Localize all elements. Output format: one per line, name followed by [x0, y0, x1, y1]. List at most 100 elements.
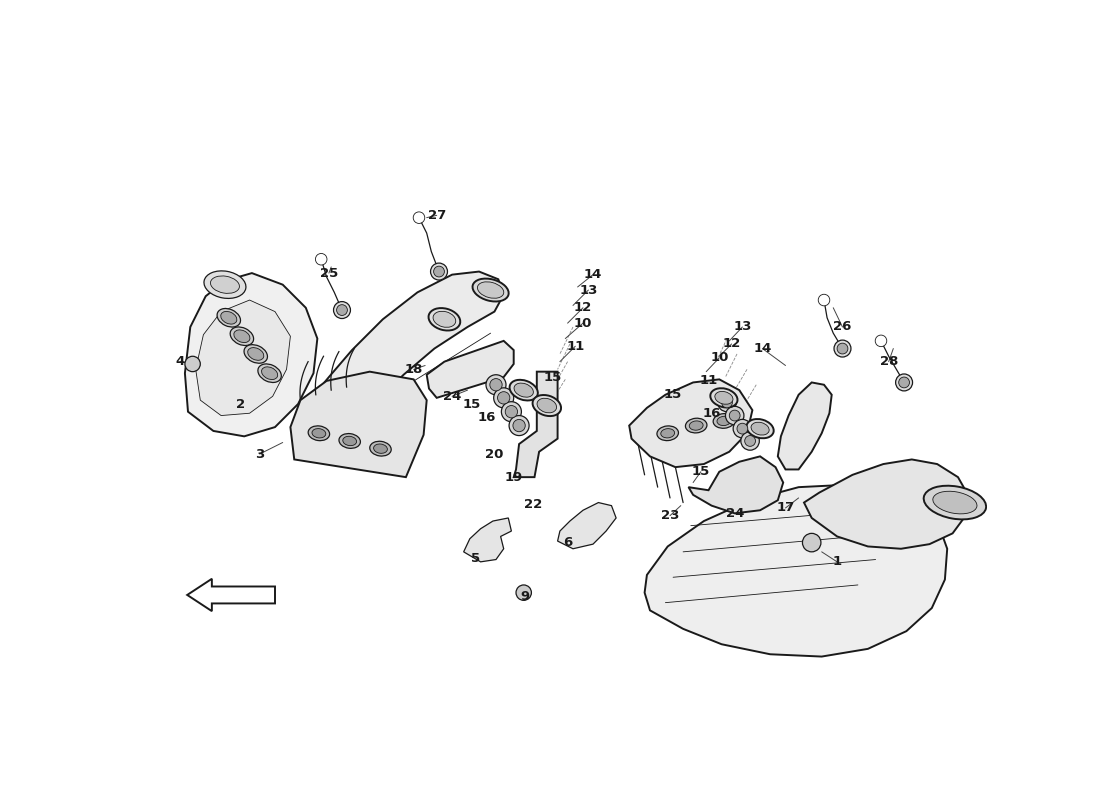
Ellipse shape [713, 414, 735, 428]
Ellipse shape [244, 345, 267, 363]
Ellipse shape [532, 395, 561, 416]
Ellipse shape [339, 434, 361, 448]
Polygon shape [464, 518, 512, 562]
Text: 10: 10 [711, 351, 728, 364]
Ellipse shape [685, 418, 707, 433]
Text: 18: 18 [405, 363, 422, 376]
Text: 12: 12 [723, 338, 740, 350]
Text: 16: 16 [477, 411, 496, 424]
Text: 22: 22 [524, 498, 542, 510]
Ellipse shape [204, 271, 246, 298]
Circle shape [722, 397, 733, 408]
Text: 19: 19 [505, 470, 522, 484]
Ellipse shape [308, 426, 330, 441]
Circle shape [505, 406, 518, 418]
Circle shape [433, 266, 444, 277]
Polygon shape [558, 502, 616, 549]
Ellipse shape [374, 444, 387, 454]
Text: 23: 23 [661, 509, 679, 522]
Circle shape [729, 410, 740, 421]
Polygon shape [804, 459, 968, 549]
Text: 14: 14 [584, 268, 602, 281]
Circle shape [185, 356, 200, 372]
Ellipse shape [433, 311, 455, 327]
Circle shape [430, 263, 448, 280]
Circle shape [834, 340, 851, 357]
Circle shape [502, 402, 521, 422]
Text: 24: 24 [443, 390, 461, 403]
Ellipse shape [234, 330, 250, 342]
Ellipse shape [429, 308, 460, 330]
Text: 11: 11 [566, 340, 584, 353]
Ellipse shape [509, 380, 538, 401]
Ellipse shape [514, 383, 534, 397]
Ellipse shape [248, 348, 264, 360]
Circle shape [818, 294, 829, 306]
Text: 3: 3 [255, 447, 264, 461]
Circle shape [899, 377, 910, 388]
Ellipse shape [370, 442, 392, 456]
Circle shape [726, 406, 744, 425]
Text: 16: 16 [703, 406, 720, 420]
Polygon shape [629, 379, 752, 467]
Circle shape [333, 302, 351, 318]
Ellipse shape [711, 388, 737, 407]
Ellipse shape [717, 416, 730, 426]
Circle shape [876, 335, 887, 346]
Circle shape [895, 374, 913, 391]
Ellipse shape [747, 419, 773, 438]
Text: 13: 13 [580, 283, 597, 297]
Text: 5: 5 [471, 551, 480, 565]
Text: 27: 27 [428, 209, 446, 222]
Polygon shape [196, 300, 290, 415]
Ellipse shape [751, 422, 769, 435]
Polygon shape [427, 341, 514, 398]
Circle shape [497, 392, 510, 404]
Text: 13: 13 [734, 321, 751, 334]
Ellipse shape [210, 276, 240, 294]
Ellipse shape [537, 398, 557, 413]
Text: 20: 20 [485, 447, 504, 461]
Text: 2: 2 [235, 398, 245, 410]
Text: 15: 15 [664, 388, 682, 402]
Text: 15: 15 [543, 370, 561, 383]
Text: 10: 10 [574, 317, 592, 330]
Ellipse shape [661, 429, 674, 438]
Polygon shape [689, 456, 783, 514]
Ellipse shape [690, 421, 703, 430]
Ellipse shape [477, 282, 504, 298]
Circle shape [486, 374, 506, 394]
Text: 12: 12 [574, 302, 592, 314]
Polygon shape [645, 485, 947, 657]
Ellipse shape [221, 311, 236, 324]
Text: 4: 4 [176, 355, 185, 368]
Polygon shape [290, 372, 427, 477]
Circle shape [733, 419, 751, 438]
Circle shape [414, 212, 425, 223]
Ellipse shape [217, 309, 241, 327]
Text: 15: 15 [462, 398, 481, 410]
Circle shape [509, 415, 529, 435]
Polygon shape [298, 271, 504, 444]
Text: 28: 28 [880, 355, 898, 368]
Circle shape [516, 585, 531, 600]
FancyArrow shape [187, 578, 275, 611]
Ellipse shape [230, 327, 254, 346]
Circle shape [802, 534, 821, 552]
Circle shape [513, 419, 525, 432]
Text: 1: 1 [833, 555, 842, 568]
Circle shape [337, 305, 348, 315]
Ellipse shape [715, 391, 733, 404]
Polygon shape [778, 382, 832, 470]
Ellipse shape [657, 426, 679, 441]
Circle shape [717, 394, 736, 412]
Ellipse shape [343, 436, 356, 446]
Ellipse shape [473, 278, 508, 302]
Text: 26: 26 [834, 321, 851, 334]
Polygon shape [514, 372, 558, 477]
Ellipse shape [262, 367, 277, 379]
Circle shape [316, 254, 327, 265]
Text: 9: 9 [520, 590, 530, 603]
Text: 11: 11 [700, 374, 717, 387]
Text: 17: 17 [777, 502, 794, 514]
